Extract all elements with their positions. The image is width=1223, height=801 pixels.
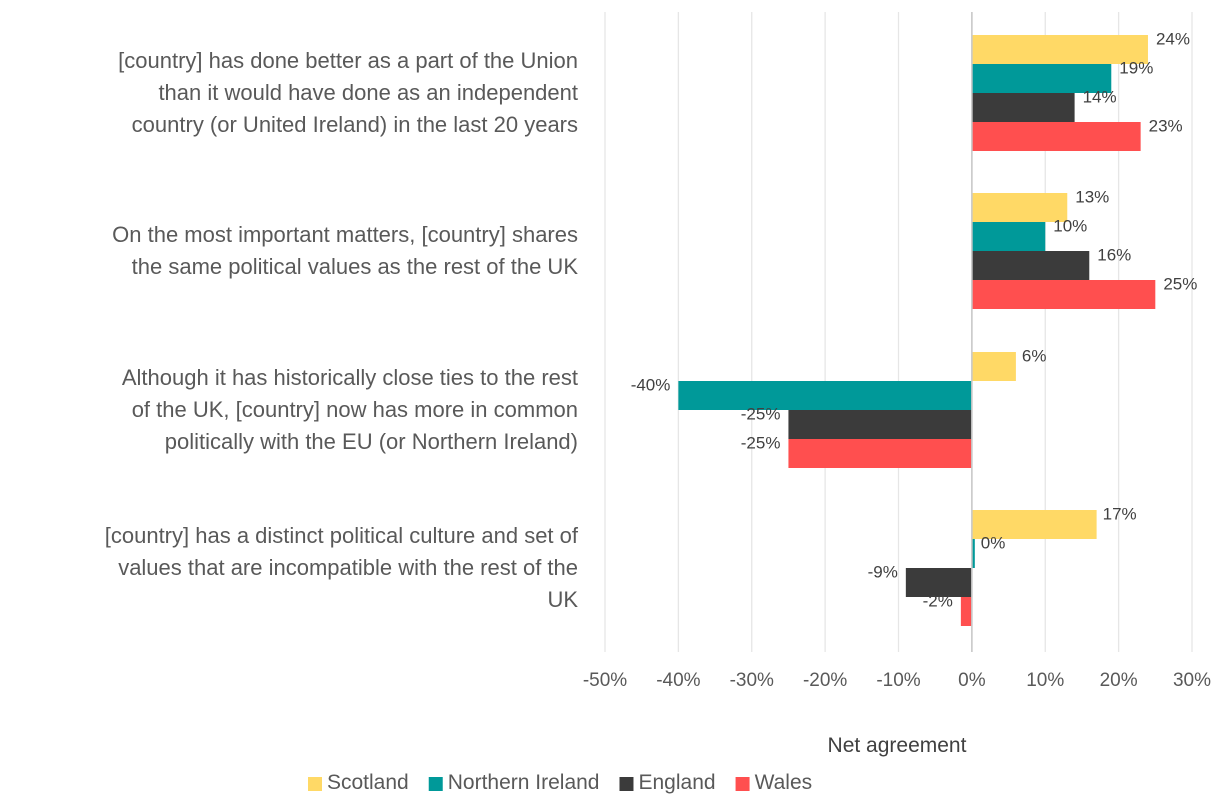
legend: Scotland Northern Ireland England Wales (308, 771, 812, 794)
data-label: -9% (868, 563, 898, 582)
legend-swatch (308, 777, 322, 791)
data-label: 0% (981, 534, 1006, 553)
data-label: -25% (741, 434, 781, 453)
category-label-line: than it would have done as an independen… (158, 80, 578, 105)
bar-northern-ireland (971, 64, 1112, 93)
data-label: -25% (741, 405, 781, 424)
category-labels: [country] has done better as a part of t… (105, 48, 579, 612)
legend-item-england: England (619, 771, 716, 794)
legend-swatch (428, 777, 443, 791)
category-label-line: the same political values as the rest of… (132, 254, 579, 279)
data-label: 16% (1097, 246, 1131, 265)
bars (678, 35, 1156, 626)
category-label-line: politically with the EU (or Northern Ire… (165, 429, 578, 454)
category-label-line: [country] has done better as a part of t… (118, 48, 578, 73)
category-label-line: country (or United Ireland) in the last … (132, 112, 578, 137)
x-tick-label: -10% (876, 670, 920, 691)
bar-northern-ireland (971, 539, 975, 568)
data-label: 13% (1075, 188, 1109, 207)
category-label: Although it has historically close ties … (122, 365, 578, 454)
legend-label: Scotland (327, 771, 409, 794)
category-label-line: values that are incompatible with the re… (118, 555, 578, 580)
data-labels: 24%19%14% 23% 13% 10% 16% 25% 6% -40% -25% -25% 17… (631, 30, 1198, 611)
data-label: 10% (1053, 217, 1087, 236)
bar-england (905, 568, 972, 597)
category-label-line: On the most important matters, [country]… (112, 222, 578, 247)
category-label-line: of the UK, [country] now has more in com… (132, 397, 578, 422)
x-tick-label: -30% (730, 670, 774, 691)
legend-swatch (619, 777, 634, 791)
data-label: 6% (1022, 347, 1047, 366)
legend-item-scotland: Scotland (308, 771, 409, 794)
bar-northern-ireland (678, 381, 972, 410)
x-tick-label: 20% (1100, 670, 1138, 691)
x-tick-label: 10% (1026, 670, 1064, 691)
bar-wales (971, 280, 1156, 309)
bar-wales (960, 597, 972, 626)
x-tick-label: -50% (583, 670, 627, 691)
bar-scotland (971, 352, 1016, 381)
data-label: 24% (1156, 30, 1190, 49)
legend-label: Northern Ireland (448, 771, 600, 794)
data-label: 19% (1119, 59, 1153, 78)
x-tick-label: 30% (1173, 670, 1211, 691)
category-label-line: [country] has a distinct political cultu… (105, 523, 579, 548)
bar-scotland (971, 510, 1097, 539)
bar-wales (788, 439, 972, 468)
x-tick-label: -20% (803, 670, 847, 691)
bar-scotland (971, 35, 1148, 64)
bar-northern-ireland (971, 222, 1046, 251)
legend-label: England (638, 771, 715, 794)
bar-england (971, 93, 1075, 122)
bar-england (788, 410, 972, 439)
bar-scotland (971, 193, 1068, 222)
x-tick-label: 0% (958, 670, 986, 691)
data-label: 14% (1083, 88, 1117, 107)
data-label: -2% (923, 592, 953, 611)
legend-label: Wales (755, 771, 813, 794)
legend-item-northern-ireland: Northern Ireland (428, 771, 600, 794)
data-label: 23% (1149, 117, 1183, 136)
category-label-line: UK (547, 587, 578, 612)
data-label: 25% (1163, 275, 1197, 294)
x-axis-title: Net agreement (828, 734, 967, 757)
legend-swatch (735, 777, 750, 791)
category-label: On the most important matters, [country]… (112, 222, 578, 279)
category-label: [country] has done better as a part of t… (118, 48, 578, 137)
bar-wales (971, 122, 1141, 151)
data-label: -40% (631, 376, 671, 395)
gridlines (604, 12, 1193, 652)
data-label: 17% (1103, 505, 1137, 524)
x-axis-ticks: -50% -40% -30% -20% -10% 0% 10% 20% 30% (583, 670, 1211, 691)
category-label: [country] has a distinct political cultu… (105, 523, 579, 612)
legend-item-wales: Wales (735, 771, 813, 794)
bar-england (971, 251, 1090, 280)
x-tick-label: -40% (656, 670, 700, 691)
category-label-line: Although it has historically close ties … (122, 365, 578, 390)
